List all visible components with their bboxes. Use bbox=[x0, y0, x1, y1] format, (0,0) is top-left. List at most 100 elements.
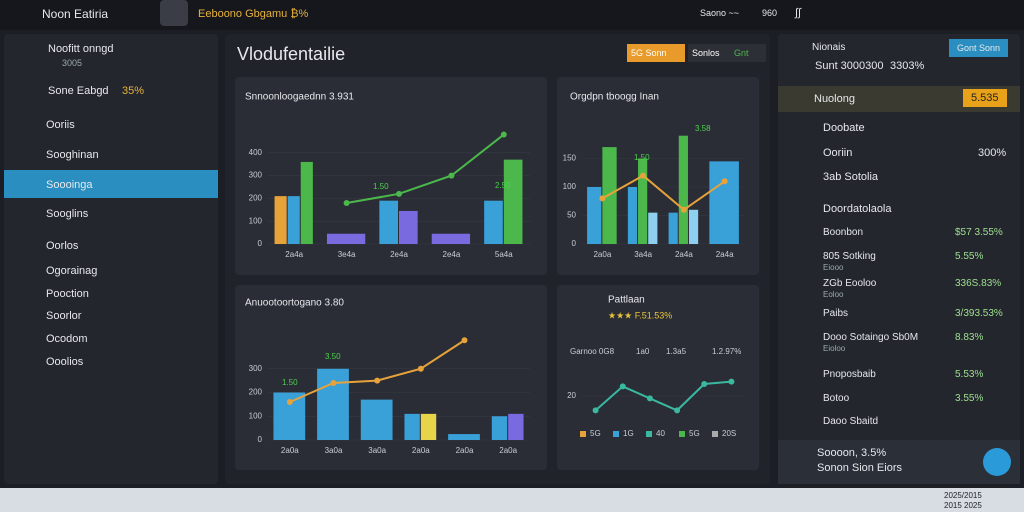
balance-pct: 35% bbox=[122, 85, 145, 97]
nav-item[interactable]: Pooction bbox=[46, 288, 89, 300]
chart-title: Pattlaan bbox=[608, 295, 645, 306]
line bbox=[601, 174, 726, 212]
user-sub: 3005 bbox=[62, 58, 83, 68]
line-point bbox=[640, 172, 647, 179]
list-value: $57 3.55% bbox=[955, 227, 1003, 238]
panel bbox=[557, 285, 759, 470]
bar bbox=[300, 161, 313, 244]
chart-title: Orgdpn tboogg Inan bbox=[570, 92, 659, 103]
tab[interactable]: 5G Sonn bbox=[627, 44, 685, 62]
stat: 1a0 bbox=[636, 347, 650, 356]
nav-item[interactable]: Ogorainag bbox=[46, 265, 98, 277]
x-tick-label: 2a4a bbox=[675, 250, 693, 259]
line-point bbox=[461, 337, 468, 344]
nav-item[interactable]: Sooghinan bbox=[46, 149, 99, 161]
bar bbox=[274, 196, 287, 244]
chart-title: Snnoonloogaednn 3.931 bbox=[245, 92, 354, 103]
row-label: 3ab Sotolia bbox=[823, 171, 879, 183]
search-value: 960 bbox=[762, 8, 778, 18]
active-item bbox=[4, 170, 218, 198]
bar bbox=[404, 413, 420, 440]
bar bbox=[491, 416, 508, 440]
nav-item[interactable]: Ooolios bbox=[46, 356, 84, 368]
list-label: ZGb Eooloo bbox=[823, 278, 877, 289]
tab[interactable]: Sonlos bbox=[688, 44, 734, 62]
annotation: 3.58 bbox=[695, 124, 711, 133]
list-label: 805 Sotking bbox=[823, 251, 876, 262]
line-point bbox=[286, 399, 293, 405]
y-tick-label: 150 bbox=[563, 154, 577, 163]
home-button[interactable] bbox=[160, 0, 188, 26]
summary-value: 3303% bbox=[890, 60, 925, 72]
bar bbox=[360, 399, 393, 440]
y-tick-label: 300 bbox=[249, 171, 263, 180]
footer-sub: Sonon Sion Eiors bbox=[817, 462, 902, 474]
nav-item[interactable]: Sooglins bbox=[46, 208, 89, 220]
line-point bbox=[599, 195, 606, 202]
annotation: 3.50 bbox=[325, 352, 341, 361]
list-sub: Eoloo bbox=[823, 290, 844, 299]
line-point bbox=[396, 190, 402, 197]
list-label: Pnoposbaib bbox=[823, 369, 876, 380]
line bbox=[346, 133, 505, 204]
button[interactable]: Gont Sonn bbox=[949, 39, 1009, 57]
x-tick-label: 2a4a bbox=[285, 250, 303, 259]
x-tick-label: 2a4a bbox=[716, 250, 734, 259]
page-title: Vlodufentailie bbox=[237, 44, 346, 64]
line-point bbox=[646, 395, 653, 402]
legend-label: 5G bbox=[590, 429, 601, 438]
section-title: Doordatolaola bbox=[823, 203, 892, 215]
legend-label: 20S bbox=[722, 429, 736, 438]
legend-label: 5G bbox=[689, 429, 700, 438]
bar bbox=[627, 187, 638, 244]
line-point bbox=[500, 131, 507, 138]
add-button[interactable] bbox=[983, 448, 1011, 476]
x-tick-label: 3a0a bbox=[325, 446, 343, 455]
bar bbox=[326, 233, 366, 244]
y-tick-label: 200 bbox=[249, 194, 263, 203]
tab[interactable]: Gnt bbox=[730, 44, 766, 62]
list-value: 5.55% bbox=[955, 251, 984, 262]
highlight: Nuolong bbox=[814, 93, 855, 105]
line-point bbox=[448, 172, 455, 179]
nav-item[interactable]: Oorlos bbox=[46, 240, 79, 252]
nav-item[interactable]: Ooriis bbox=[46, 119, 75, 131]
x-tick-label: 2e4a bbox=[390, 250, 408, 259]
x-tick-label: 3e4a bbox=[338, 250, 356, 259]
x-tick-label: 3a0a bbox=[368, 446, 386, 455]
bar bbox=[379, 200, 398, 244]
list-label: Paibs bbox=[823, 308, 849, 319]
nav-item[interactable]: Ocodom bbox=[46, 333, 88, 345]
bar bbox=[503, 159, 523, 244]
line-point bbox=[592, 407, 599, 414]
line-point bbox=[674, 407, 681, 414]
bar bbox=[399, 210, 418, 244]
y-tick-label: 100 bbox=[249, 216, 263, 225]
y-tick-label: 100 bbox=[249, 411, 263, 420]
stat: Garnoo 0G8 bbox=[570, 347, 615, 356]
list-value: 3.55% bbox=[955, 393, 984, 404]
balance: Sone Eabgd bbox=[48, 85, 109, 97]
bar bbox=[709, 161, 739, 244]
chart-title: Anuootoortogano 3.80 bbox=[245, 298, 344, 309]
bar bbox=[678, 135, 688, 244]
list-value: 8.83% bbox=[955, 332, 984, 343]
rating: ★★★ F.51.53% bbox=[608, 310, 672, 320]
list-sub: Eiooo bbox=[823, 263, 844, 272]
line bbox=[594, 380, 732, 412]
bar bbox=[287, 196, 300, 244]
legend-swatch bbox=[613, 431, 619, 437]
line-point bbox=[417, 365, 424, 372]
nav-item[interactable]: Soooinga bbox=[46, 179, 93, 191]
nav-item[interactable]: Soorlor bbox=[46, 310, 82, 322]
legend-swatch bbox=[712, 431, 718, 437]
line-point bbox=[728, 378, 735, 385]
bar bbox=[587, 187, 602, 244]
bar bbox=[668, 212, 678, 244]
list-value: 336S.83% bbox=[955, 278, 1002, 289]
bar bbox=[448, 434, 480, 440]
y-tick-label: 100 bbox=[563, 182, 577, 191]
date: 2015 2025 bbox=[944, 501, 982, 510]
x-tick-label: 2e4a bbox=[443, 250, 461, 259]
